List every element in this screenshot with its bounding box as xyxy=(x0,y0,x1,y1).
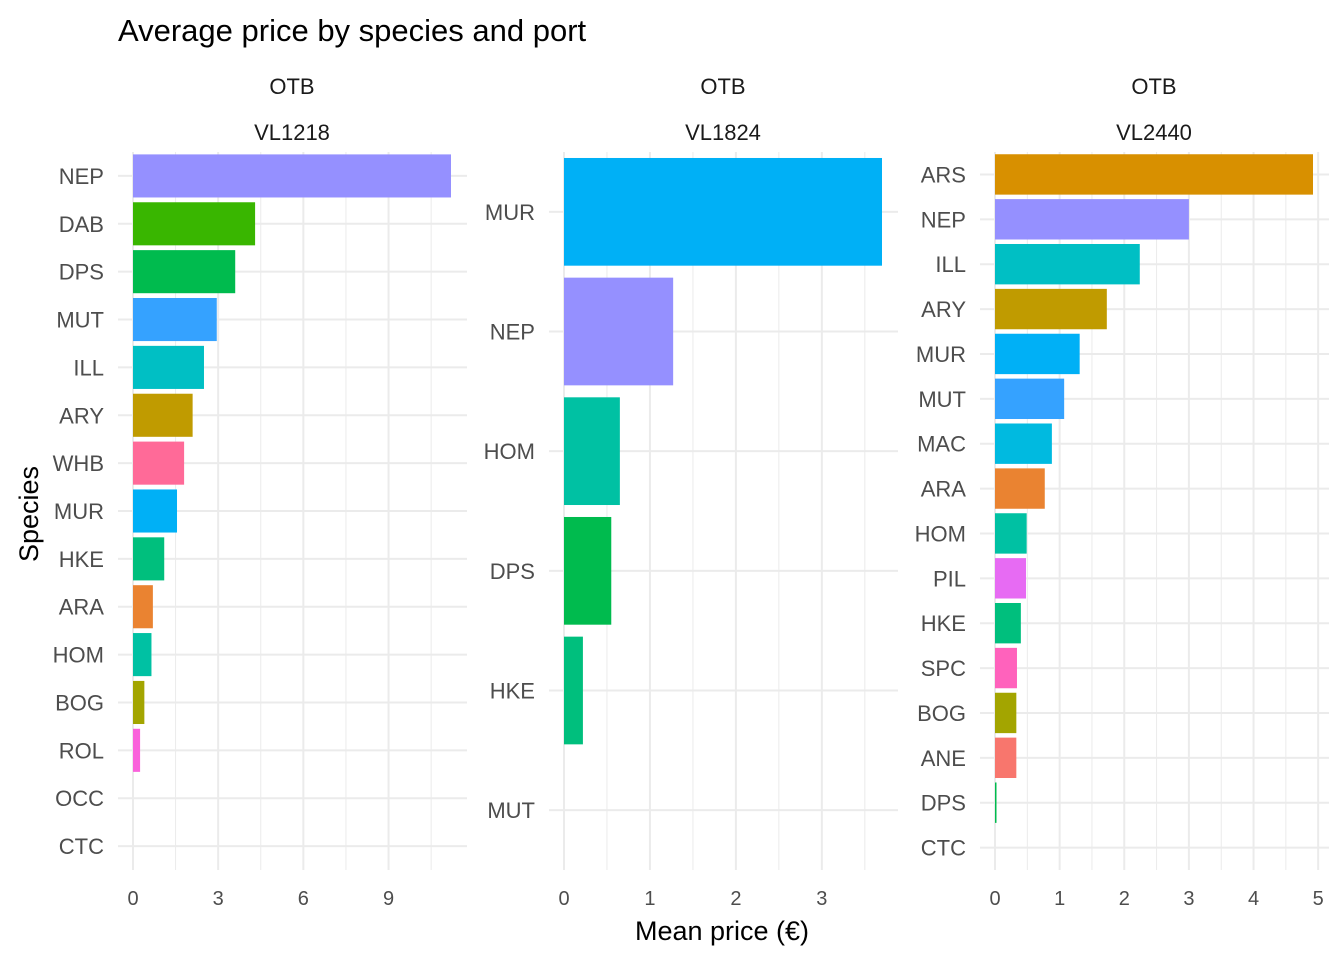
facet-strip-gear: OTB xyxy=(1131,74,1176,99)
facet-strip-vessel-length: VL2440 xyxy=(1116,120,1192,145)
y-tick-label: ILL xyxy=(935,252,966,277)
y-tick-label: ANE xyxy=(921,746,966,771)
bar-hom xyxy=(133,633,152,677)
bar-ane xyxy=(995,737,1017,779)
x-tick-label: 6 xyxy=(298,888,309,910)
bar-dps xyxy=(564,516,612,625)
y-tick-label: ROL xyxy=(59,738,104,763)
bar-ary xyxy=(133,393,193,437)
bar-mur xyxy=(133,489,178,533)
y-tick-label: ARY xyxy=(921,297,966,322)
bar-whb xyxy=(133,441,185,485)
x-tick-label: 0 xyxy=(127,888,138,910)
y-tick-label: OCC xyxy=(55,786,104,811)
y-tick-label: BOG xyxy=(55,690,104,715)
x-tick-label: 2 xyxy=(1119,888,1130,910)
y-tick-label: CTC xyxy=(59,834,104,859)
y-tick-label: DPS xyxy=(59,260,104,285)
facet-panel: 0 3 6 9 NEP DAB DPS MUT ILL ARY WHB MUR HKE ARA HOM BOG… xyxy=(53,74,467,910)
y-tick-label: MUR xyxy=(485,200,535,225)
x-tick-label: 1 xyxy=(1054,888,1065,910)
y-tick-label: DPS xyxy=(490,559,535,584)
bar-hke xyxy=(995,602,1021,644)
y-tick-label: ARS xyxy=(921,162,966,187)
bar-ara xyxy=(995,468,1045,509)
y-tick-label: DPS xyxy=(921,791,966,816)
y-tick-label: HOM xyxy=(53,643,104,668)
y-tick-label: NEP xyxy=(921,207,966,232)
bar-bog xyxy=(133,680,145,725)
x-tick-label: 3 xyxy=(213,888,224,910)
facet-panel: 0 1 2 3 MUR NEP HOM DPS HKE MUT OTB VL1824 xyxy=(484,74,898,910)
bar-mac xyxy=(995,423,1052,464)
x-tick-label: 2 xyxy=(730,888,741,910)
bar-nep xyxy=(995,199,1189,240)
y-tick-label: BOG xyxy=(917,701,966,726)
bar-mur xyxy=(564,157,882,266)
x-tick-label: 3 xyxy=(1183,888,1194,910)
x-tick-label: 0 xyxy=(989,888,1000,910)
x-tick-label: 3 xyxy=(816,888,827,910)
y-tick-label: ARA xyxy=(921,477,967,502)
x-tick-label: 5 xyxy=(1313,888,1324,910)
chart-title: Average price by species and port xyxy=(118,13,587,48)
x-tick-label: 9 xyxy=(383,888,394,910)
y-tick-label: HOM xyxy=(484,439,535,464)
y-tick-label: ILL xyxy=(73,355,104,380)
y-tick-label: HKE xyxy=(490,679,535,704)
y-tick-label: MAC xyxy=(917,432,966,457)
y-axis-title: Species xyxy=(14,466,44,562)
y-tick-label: ARA xyxy=(59,595,105,620)
facet-panel: 0 1 2 3 4 5 ARS NEP ILL ARY MUR MUT MAC ARA HOM PIL HKE S… xyxy=(915,74,1329,910)
y-tick-label: HOM xyxy=(915,521,966,546)
y-tick-label: MUR xyxy=(54,499,104,524)
bar-ary xyxy=(995,288,1107,330)
bar-mut xyxy=(995,378,1065,420)
facet-strip-gear: OTB xyxy=(269,74,314,99)
y-tick-label: PIL xyxy=(933,566,966,591)
bar-hom xyxy=(995,513,1027,554)
bar-dps xyxy=(133,250,236,294)
bar-mut xyxy=(133,297,217,342)
y-tick-label: ARY xyxy=(59,403,104,428)
bar-hke xyxy=(564,636,583,745)
bar-nep xyxy=(133,154,451,198)
bar-mur xyxy=(995,333,1080,375)
bar-ara xyxy=(133,585,153,629)
bar-hom xyxy=(564,397,620,506)
bar-dps xyxy=(995,782,997,823)
y-tick-label: WHB xyxy=(53,451,104,476)
facet-strip-gear: OTB xyxy=(700,74,745,99)
y-tick-label: SPC xyxy=(921,656,966,681)
bar-dab xyxy=(133,202,256,246)
y-tick-label: HKE xyxy=(59,547,104,572)
bar-rol xyxy=(133,728,141,772)
bar-hke xyxy=(133,537,165,581)
facet-strip-vessel-length: VL1824 xyxy=(685,120,761,145)
bar-ill xyxy=(133,345,204,389)
y-tick-label: NEP xyxy=(59,164,104,189)
y-tick-label: MUT xyxy=(487,798,535,823)
bar-spc xyxy=(995,647,1017,689)
x-tick-label: 1 xyxy=(644,888,655,910)
y-tick-label: DAB xyxy=(59,212,104,237)
bar-ill xyxy=(995,243,1140,285)
y-tick-label: MUR xyxy=(916,342,966,367)
x-tick-label: 0 xyxy=(558,888,569,910)
bar-bog xyxy=(995,692,1017,734)
y-tick-label: CTC xyxy=(921,836,966,861)
bar-ars xyxy=(995,154,1313,195)
x-tick-label: 4 xyxy=(1248,888,1259,910)
bar-nep xyxy=(564,277,674,386)
y-tick-label: MUT xyxy=(918,387,966,412)
bar-pil xyxy=(995,558,1027,599)
y-tick-label: HKE xyxy=(921,611,966,636)
x-axis-title: Mean price (€) xyxy=(635,916,809,946)
y-tick-label: MUT xyxy=(56,308,104,333)
facet-panels: 0 3 6 9 NEP DAB DPS MUT ILL ARY WHB MUR HKE ARA HOM BOG… xyxy=(53,74,1329,910)
y-tick-label: NEP xyxy=(490,320,535,345)
facet-strip-vessel-length: VL1218 xyxy=(254,120,330,145)
